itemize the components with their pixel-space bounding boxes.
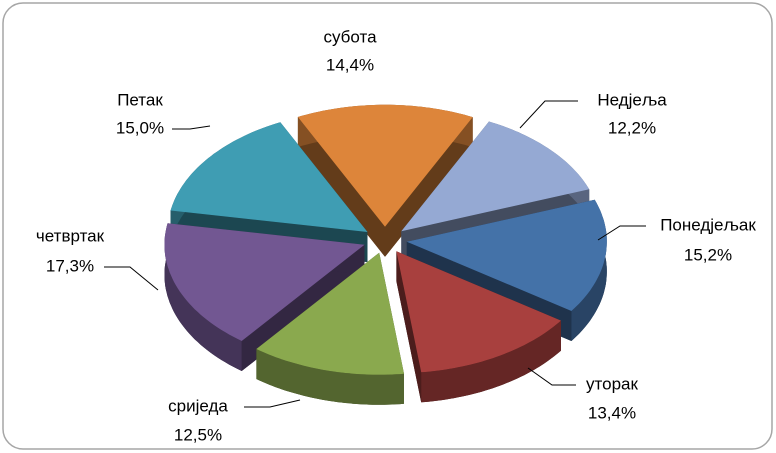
pie	[164, 104, 607, 405]
category-label: сриједа	[168, 396, 228, 415]
slice	[396, 251, 561, 373]
slice	[164, 223, 365, 341]
slice-side	[297, 117, 385, 257]
leader-line	[104, 266, 159, 291]
leader-line	[597, 225, 646, 241]
slice-side	[396, 251, 422, 403]
value-label: 12,5%	[174, 425, 222, 444]
category-label: Петак	[117, 90, 163, 109]
slice	[170, 122, 368, 232]
value-label: 17,3%	[46, 256, 94, 275]
slice-side	[164, 223, 242, 371]
category-label: Понедјељак	[660, 215, 756, 234]
category-label: субота	[323, 27, 377, 46]
slice	[297, 104, 473, 227]
labels: Недјеља 12,2% Понедјељак 15,2% уторак 13,4% ср…	[36, 27, 756, 444]
value-label: 13,4%	[588, 403, 636, 422]
leader-line	[244, 399, 301, 408]
value-label: 12,2%	[608, 118, 656, 137]
value-label: 15,2%	[684, 245, 732, 264]
slice	[401, 121, 590, 232]
slice-side	[385, 117, 473, 257]
slice	[256, 252, 404, 375]
slice-side	[256, 349, 404, 405]
slice-side	[421, 320, 561, 403]
leader-line	[172, 125, 211, 130]
category-label: Недјеља	[597, 90, 667, 109]
leader-line	[527, 367, 576, 386]
slice	[406, 199, 607, 311]
leader-line	[519, 100, 578, 129]
value-label: 14,4%	[326, 55, 374, 74]
category-label: уторак	[586, 374, 638, 393]
value-label: 15,0%	[116, 118, 164, 137]
category-label: четвртак	[36, 226, 105, 245]
